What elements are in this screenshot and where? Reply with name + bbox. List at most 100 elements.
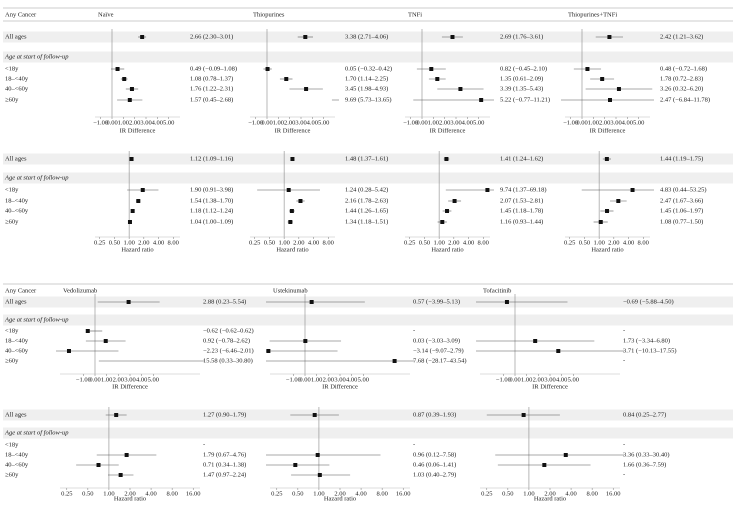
column-plot bbox=[413, 29, 494, 117]
x-tick-label: 0.50 bbox=[109, 239, 120, 246]
row-label: 40–<60y bbox=[5, 85, 29, 92]
x-tick-label: 5.00 bbox=[358, 376, 369, 383]
x-tick-label: 5.00 bbox=[318, 119, 329, 126]
column-header: Thiopurines bbox=[253, 11, 285, 18]
x-tick-label: 4.00 bbox=[565, 490, 576, 497]
x-tick-label: 3.00 bbox=[544, 376, 555, 383]
x-tick-label: 1.00 bbox=[523, 490, 534, 497]
x-tick-label: 4.00 bbox=[622, 119, 633, 126]
point-estimate bbox=[485, 188, 490, 192]
x-tick-label: 2.00 bbox=[608, 239, 619, 246]
x-tick-label: 2.00 bbox=[334, 490, 345, 497]
x-tick-label: 4.00 bbox=[623, 239, 634, 246]
value-label: 1.70 (1.14–2.25) bbox=[345, 75, 388, 82]
value-label: - bbox=[623, 441, 625, 448]
x-tick-label: −1.00 bbox=[563, 119, 578, 126]
point-estimate bbox=[607, 98, 612, 102]
x-tick-label: 1.00 bbox=[593, 239, 604, 246]
value-label: 5.22 (−0.77–11.21) bbox=[500, 96, 550, 103]
row-label: ≥60y bbox=[5, 218, 19, 225]
x-tick-label: 2.00 bbox=[129, 119, 140, 126]
group-label: Age at start of follow-up bbox=[4, 429, 69, 436]
point-estimate bbox=[607, 35, 612, 39]
x-axis-label: IR Difference bbox=[322, 383, 358, 390]
row-band bbox=[3, 296, 733, 308]
column-plot bbox=[581, 151, 654, 237]
x-tick-label: 2.00 bbox=[284, 119, 295, 126]
value-label: 0.87 (0.39–1.93) bbox=[413, 411, 456, 418]
row-label: All ages bbox=[5, 298, 27, 305]
point-estimate bbox=[266, 349, 271, 353]
point-estimate bbox=[130, 209, 135, 213]
x-axis-label: IR Difference bbox=[112, 383, 148, 390]
value-label: 1.08 (0.77–1.50) bbox=[660, 218, 703, 225]
value-label: 1.47 (0.97–2.24) bbox=[203, 471, 246, 478]
value-label: 0.03 (−3.03–3.09) bbox=[413, 337, 460, 344]
corner-label: Any Cancer bbox=[5, 287, 37, 294]
x-tick-label: 2.00 bbox=[113, 376, 124, 383]
row-label: 18–<40y bbox=[5, 75, 29, 82]
value-label: 2.07 (1.53–2.81) bbox=[500, 197, 543, 204]
column-plot bbox=[257, 151, 320, 237]
value-label: 0.49 (−0.09–1.08) bbox=[190, 65, 237, 72]
point-estimate bbox=[127, 98, 132, 102]
value-label: 0.57 (−3.99–5.13) bbox=[413, 298, 460, 305]
x-tick-label: 4.00 bbox=[308, 239, 319, 246]
value-label: 3.26 (0.32–6.20) bbox=[660, 85, 703, 92]
x-tick-label: −1.00 bbox=[76, 376, 91, 383]
value-label: 2.66 (2.30–3.01) bbox=[190, 33, 233, 40]
value-label: 3.71 (−10.13–17.55) bbox=[623, 347, 677, 354]
row-label: <18y bbox=[5, 327, 19, 334]
x-tick-label: 2.00 bbox=[124, 490, 135, 497]
row-band bbox=[3, 51, 733, 63]
value-label: 2.47 (−6.84–11.78) bbox=[660, 96, 710, 103]
x-tick-label: 0.25 bbox=[94, 239, 105, 246]
value-label: 1.08 (0.78–1.37) bbox=[190, 75, 233, 82]
x-tick-label: 0.50 bbox=[292, 490, 303, 497]
value-label: 1.34 (1.18–1.51) bbox=[345, 218, 388, 225]
x-axis-label: Hazard ratio bbox=[121, 246, 153, 253]
x-tick-label: 0.25 bbox=[249, 239, 260, 246]
row-label: 18–<40y bbox=[5, 451, 29, 458]
value-label: 0.46 (0.06–1.41) bbox=[413, 461, 456, 468]
x-tick-label: 4.00 bbox=[346, 376, 357, 383]
value-label: 1.12 (1.09–1.16) bbox=[190, 155, 233, 162]
column-header: Ustekinumab bbox=[273, 287, 308, 294]
x-tick-label: 16.00 bbox=[606, 490, 621, 497]
value-label: - bbox=[413, 327, 415, 334]
point-estimate bbox=[563, 453, 568, 457]
x-tick-label: 0.50 bbox=[82, 490, 93, 497]
value-label: 1.48 (1.37–1.61) bbox=[345, 155, 388, 162]
value-label: 1.18 (1.12–1.24) bbox=[190, 207, 233, 214]
x-axis-label: Hazard ratio bbox=[324, 495, 356, 502]
point-estimate bbox=[429, 67, 434, 71]
value-label: 1.45 (1.06–1.97) bbox=[660, 207, 703, 214]
point-estimate bbox=[288, 220, 293, 224]
value-label: - bbox=[623, 471, 625, 478]
point-estimate bbox=[616, 199, 621, 203]
point-estimate bbox=[289, 209, 294, 213]
x-tick-label: 0.25 bbox=[404, 239, 415, 246]
point-estimate bbox=[122, 77, 127, 81]
point-estimate bbox=[124, 453, 129, 457]
x-tick-label: 8.00 bbox=[638, 239, 649, 246]
x-tick-label: 0.50 bbox=[502, 490, 513, 497]
x-axis-label: Hazard ratio bbox=[114, 495, 146, 502]
x-tick-label: 2.00 bbox=[138, 239, 149, 246]
x-tick-label: 8.00 bbox=[168, 239, 179, 246]
x-tick-label: 1.00 bbox=[433, 239, 444, 246]
x-tick-label: 8.00 bbox=[376, 490, 387, 497]
point-estimate bbox=[96, 463, 101, 467]
point-estimate bbox=[303, 35, 308, 39]
x-axis-label: IR Difference bbox=[275, 127, 311, 134]
column-plot bbox=[56, 294, 204, 374]
point-estimate bbox=[604, 157, 609, 161]
row-label: ≥60y bbox=[5, 471, 19, 478]
value-label: 1.24 (0.28–5.42) bbox=[345, 186, 388, 193]
x-tick-label: 0.25 bbox=[61, 490, 72, 497]
point-estimate bbox=[129, 157, 134, 161]
x-tick-label: 0.25 bbox=[481, 490, 492, 497]
x-tick-label: 0.00 bbox=[299, 376, 310, 383]
point-estimate bbox=[315, 453, 320, 457]
point-estimate bbox=[444, 157, 449, 161]
